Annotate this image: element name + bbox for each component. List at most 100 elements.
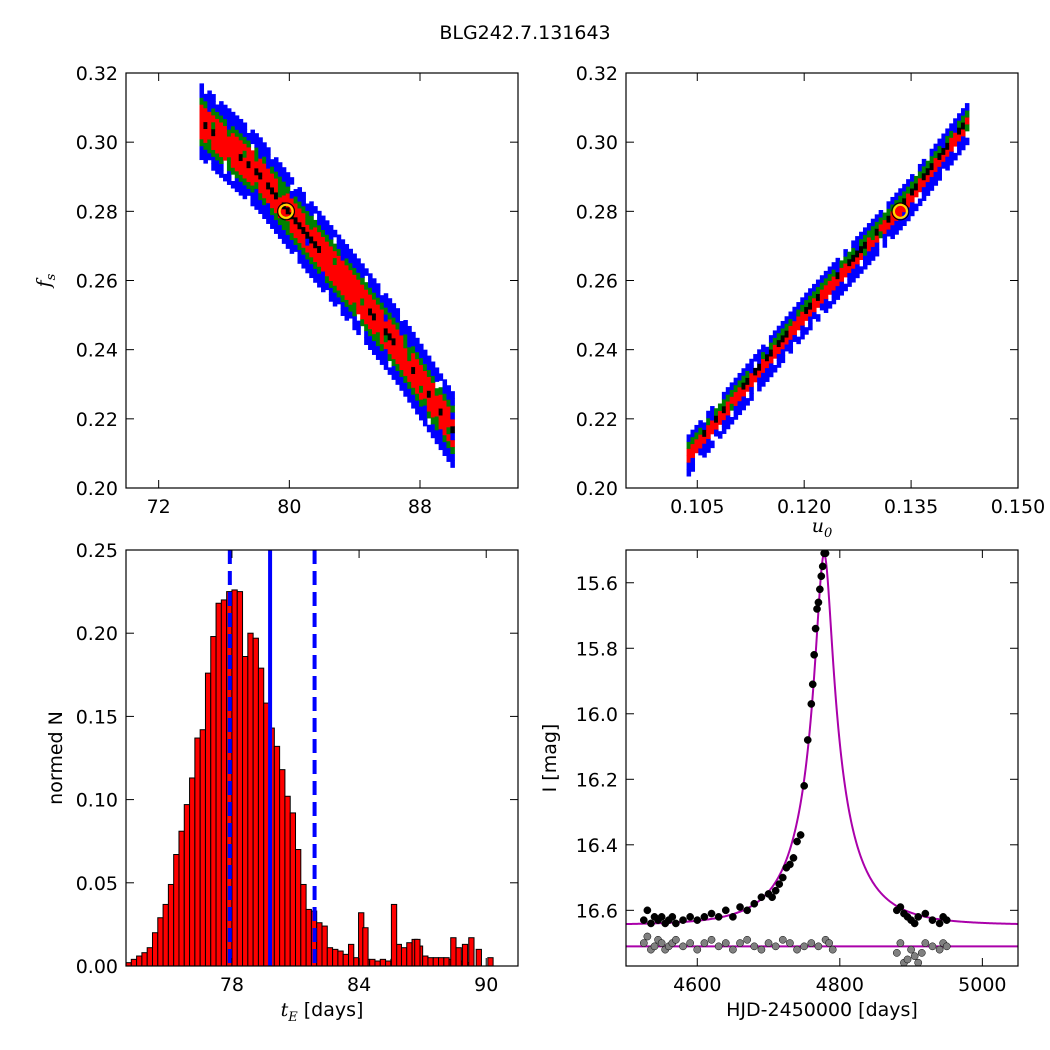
histogram-bar	[236, 591, 244, 967]
heatmap-cell	[714, 408, 719, 416]
data-point	[721, 906, 730, 915]
heatmap-cell	[199, 138, 205, 147]
heatmap-cell	[207, 104, 212, 112]
heatmap-cell	[391, 372, 397, 380]
heatmap-cell	[725, 421, 731, 430]
heatmap-cell	[906, 193, 911, 201]
histogram-bar	[151, 932, 159, 967]
heatmap-cell	[698, 447, 703, 456]
heatmap-cell	[426, 383, 432, 391]
heatmap-cell	[768, 355, 774, 364]
heatmap-cell	[356, 265, 361, 273]
heatmap-cell	[336, 289, 342, 298]
heatmap-cell	[949, 123, 954, 131]
histogram-bar	[347, 943, 355, 967]
heatmap-cell	[285, 199, 291, 208]
data-point	[928, 916, 937, 924]
heatmap-cell	[368, 287, 373, 295]
heatmap-cell	[450, 398, 455, 406]
data-point	[775, 880, 784, 888]
heatmap-cell	[870, 246, 876, 254]
heatmap-cell	[211, 128, 216, 137]
heatmap-cell	[419, 343, 424, 352]
histogram-bar	[414, 938, 421, 967]
heatmap-cell	[407, 381, 412, 389]
histogram-bar	[475, 948, 482, 967]
heatmap-cell	[419, 364, 424, 373]
histogram-bar	[167, 883, 175, 967]
heatmap-cell	[313, 206, 318, 214]
heatmap-cell	[352, 308, 357, 317]
heatmap-cell	[737, 386, 743, 395]
heatmap-cell	[737, 393, 743, 402]
heatmap-cell	[309, 222, 314, 230]
heatmap-cell	[324, 282, 330, 291]
data-point	[800, 942, 809, 951]
data-point	[643, 906, 652, 915]
heatmap-cell	[772, 330, 778, 338]
data-point	[789, 854, 798, 862]
heatmap-cell	[796, 308, 801, 317]
heatmap-cell	[886, 215, 892, 223]
heatmap-cell	[321, 243, 326, 251]
data-point	[803, 736, 812, 744]
heatmap-cell	[301, 198, 306, 207]
heatmap-cell	[835, 257, 841, 266]
heatmap-cell	[721, 412, 727, 421]
heatmap-cell	[737, 372, 743, 381]
heatmap-cell	[921, 172, 927, 181]
data-point	[935, 945, 944, 954]
histogram-bar	[215, 602, 222, 967]
heatmap-cell	[238, 118, 244, 127]
histogram-bar	[130, 958, 138, 967]
histogram-bar	[194, 737, 201, 967]
heatmap-cell	[324, 254, 330, 263]
heatmap-cell	[415, 365, 420, 373]
data-point	[921, 909, 930, 918]
heatmap-cell	[301, 226, 306, 234]
heatmap-cell	[344, 264, 350, 273]
heatmap-cell	[379, 343, 385, 352]
heatmap-cell	[313, 254, 318, 263]
heatmap-cell	[450, 418, 455, 427]
heatmap-cell	[379, 308, 385, 317]
histogram-bar	[273, 745, 281, 967]
heatmap-cell	[352, 281, 357, 289]
heatmap-cell	[438, 421, 444, 430]
data-point	[910, 919, 919, 928]
histogram-bar	[136, 955, 143, 967]
heatmap-cell	[831, 282, 837, 291]
histogram-bar	[183, 804, 191, 967]
heatmap-cell	[297, 200, 303, 209]
heatmap-cell	[375, 345, 381, 354]
heatmap-cell	[772, 351, 778, 359]
heatmap-cell	[234, 184, 240, 193]
heatmap-cell	[937, 166, 942, 174]
heatmap-cell	[823, 270, 829, 279]
heatmap-cell	[937, 145, 942, 154]
heatmap-cell	[784, 343, 790, 352]
data-point	[907, 945, 915, 954]
heatmap-cell	[223, 146, 228, 154]
heatmap-cell	[356, 272, 361, 280]
heatmap-cell	[819, 282, 825, 290]
heatmap-cell	[238, 139, 244, 148]
heatmap-cell	[800, 297, 805, 305]
heatmap-cell	[199, 111, 205, 119]
heatmap-cell	[219, 121, 224, 130]
heatmap-cell	[270, 159, 275, 167]
data-point	[729, 913, 737, 921]
heatmap-cell	[242, 129, 248, 137]
heatmap-cell	[387, 318, 393, 327]
heatmap-cell	[953, 132, 958, 140]
heatmap-cell	[293, 189, 299, 197]
heatmap-cell	[340, 280, 346, 289]
heatmap-cell	[945, 128, 950, 136]
heatmap-cell	[710, 426, 715, 435]
heatmap-cell	[332, 264, 338, 272]
heatmap-cell	[886, 208, 892, 216]
heatmap-cell	[839, 274, 844, 282]
heatmap-cell	[812, 290, 817, 299]
heatmap-cell	[815, 286, 821, 294]
heatmap-cell	[721, 391, 727, 400]
